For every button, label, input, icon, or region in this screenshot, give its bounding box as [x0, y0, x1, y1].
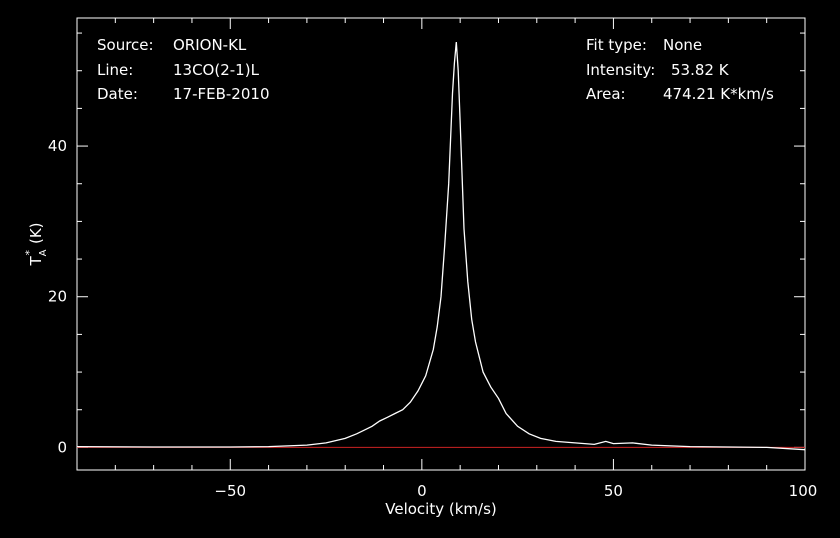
line-value: 13CO(2-1)L: [173, 61, 260, 79]
y-axis-label: TA* (K): [23, 222, 49, 266]
date-label: Date:: [97, 85, 138, 103]
xtick-label-3: 100: [789, 482, 818, 500]
intensity-label: Intensity:: [586, 61, 655, 79]
xtick-marks: [114, 18, 768, 470]
area-label: Area:: [586, 85, 626, 103]
x-axis-label: Velocity (km/s): [385, 500, 496, 518]
date-value: 17-FEB-2010: [173, 85, 269, 103]
ytick-label-2: 40: [48, 137, 67, 155]
xtick-label-1: 0: [417, 482, 427, 500]
y-axis-label-sup: *: [23, 250, 36, 256]
y-axis-label-main: T: [27, 256, 45, 267]
area-value: 474.21 K*km/s: [663, 85, 774, 103]
ytick-label-1: 20: [48, 288, 67, 306]
fit-type-label: Fit type:: [586, 36, 647, 54]
y-axis-label-sub: A: [38, 249, 49, 256]
y-axis-label-text: TA* (K): [23, 222, 49, 266]
xtick-label-0: −50: [214, 482, 246, 500]
intensity-value: 53.82 K: [671, 61, 730, 79]
source-label: Source:: [97, 36, 154, 54]
fit-type-value: None: [663, 36, 702, 54]
y-axis-label-unit: (K): [27, 222, 45, 244]
source-value: ORION-KL: [173, 36, 247, 54]
line-label: Line:: [97, 61, 133, 79]
ytick-label-0: 0: [57, 438, 67, 456]
plot-frame: [76, 17, 806, 471]
xtick-label-2: 50: [604, 482, 623, 500]
spectrum-line: [76, 41, 806, 451]
